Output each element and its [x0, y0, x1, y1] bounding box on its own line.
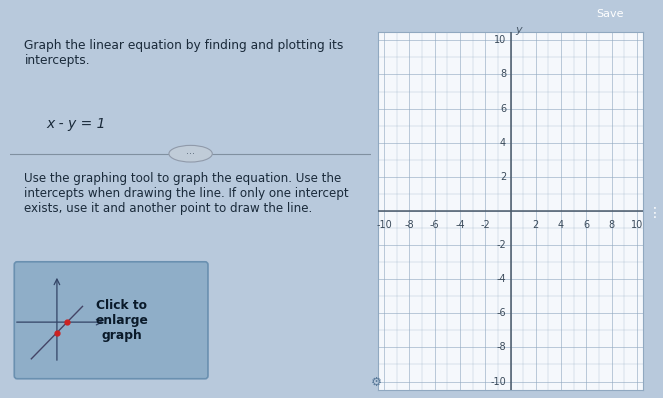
Text: ⋮: ⋮: [648, 206, 662, 220]
Text: -4: -4: [455, 220, 465, 230]
Text: -4: -4: [497, 274, 506, 284]
Text: ⚙: ⚙: [371, 376, 382, 388]
Text: 4: 4: [558, 220, 564, 230]
Text: -2: -2: [481, 220, 490, 230]
Text: y: y: [515, 25, 522, 35]
Text: 2: 2: [532, 220, 539, 230]
Text: ···: ···: [186, 149, 195, 159]
Text: -2: -2: [497, 240, 506, 250]
FancyBboxPatch shape: [15, 262, 208, 379]
Text: 8: 8: [609, 220, 615, 230]
Text: -10: -10: [377, 220, 392, 230]
Text: -10: -10: [491, 377, 506, 386]
Text: -6: -6: [497, 308, 506, 318]
Text: Use the graphing tool to graph the equation. Use the
intercepts when drawing the: Use the graphing tool to graph the equat…: [25, 172, 349, 215]
Text: 4: 4: [500, 138, 506, 148]
Text: Save: Save: [596, 9, 624, 19]
Text: 10: 10: [631, 220, 643, 230]
Ellipse shape: [169, 145, 212, 162]
Text: x - y = 1: x - y = 1: [46, 117, 105, 131]
Text: Click to
enlarge
graph: Click to enlarge graph: [95, 299, 149, 342]
Text: 8: 8: [500, 70, 506, 80]
Text: 10: 10: [494, 35, 506, 45]
Text: Graph the linear equation by finding and plotting its
intercepts.: Graph the linear equation by finding and…: [25, 39, 344, 67]
Text: -8: -8: [497, 342, 506, 352]
Text: -8: -8: [404, 220, 414, 230]
Text: 2: 2: [500, 172, 506, 182]
Text: -6: -6: [430, 220, 440, 230]
Text: 6: 6: [500, 103, 506, 113]
Text: 6: 6: [583, 220, 589, 230]
